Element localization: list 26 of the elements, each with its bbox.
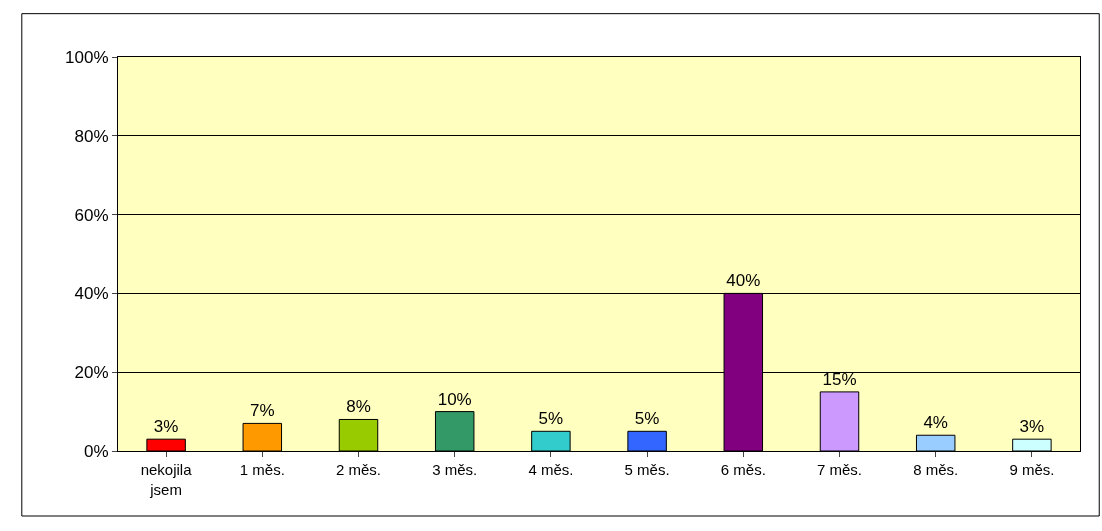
- data-label: 8%: [346, 397, 371, 417]
- x-tick-label: 6 měs.: [720, 461, 766, 478]
- x-tick-label: 8 měs.: [913, 461, 959, 478]
- y-tick-label: 100%: [65, 47, 109, 67]
- y-tick-label: 20%: [74, 363, 109, 383]
- x-tick-label: 7 měs.: [816, 461, 863, 478]
- y-tick-label: 60%: [74, 205, 109, 225]
- y-tick-label: 0%: [84, 441, 109, 461]
- x-tick-label: 4 měs.: [528, 461, 574, 478]
- x-tick-label: 1 měs.: [239, 461, 285, 478]
- data-label: 5%: [538, 409, 564, 429]
- y-tick-label: 80%: [74, 126, 109, 146]
- x-tick-label: 9 měs.: [1009, 461, 1055, 478]
- x-tick-label: 2 měs.: [335, 461, 382, 478]
- data-label: 10%: [437, 389, 472, 409]
- y-tick-label: 40%: [74, 284, 109, 304]
- data-label: 3%: [153, 417, 179, 437]
- data-label: 15%: [822, 369, 857, 389]
- data-label: 7%: [250, 401, 275, 421]
- x-tick-label: nekojila jsem: [140, 461, 193, 498]
- data-label: 5%: [634, 409, 660, 429]
- x-tick-label: 3 měs.: [432, 461, 478, 478]
- data-label: 4%: [923, 413, 948, 433]
- x-tick-label: 5 měs.: [624, 461, 670, 478]
- data-label: 3%: [1019, 417, 1045, 437]
- data-label: 40%: [726, 271, 761, 291]
